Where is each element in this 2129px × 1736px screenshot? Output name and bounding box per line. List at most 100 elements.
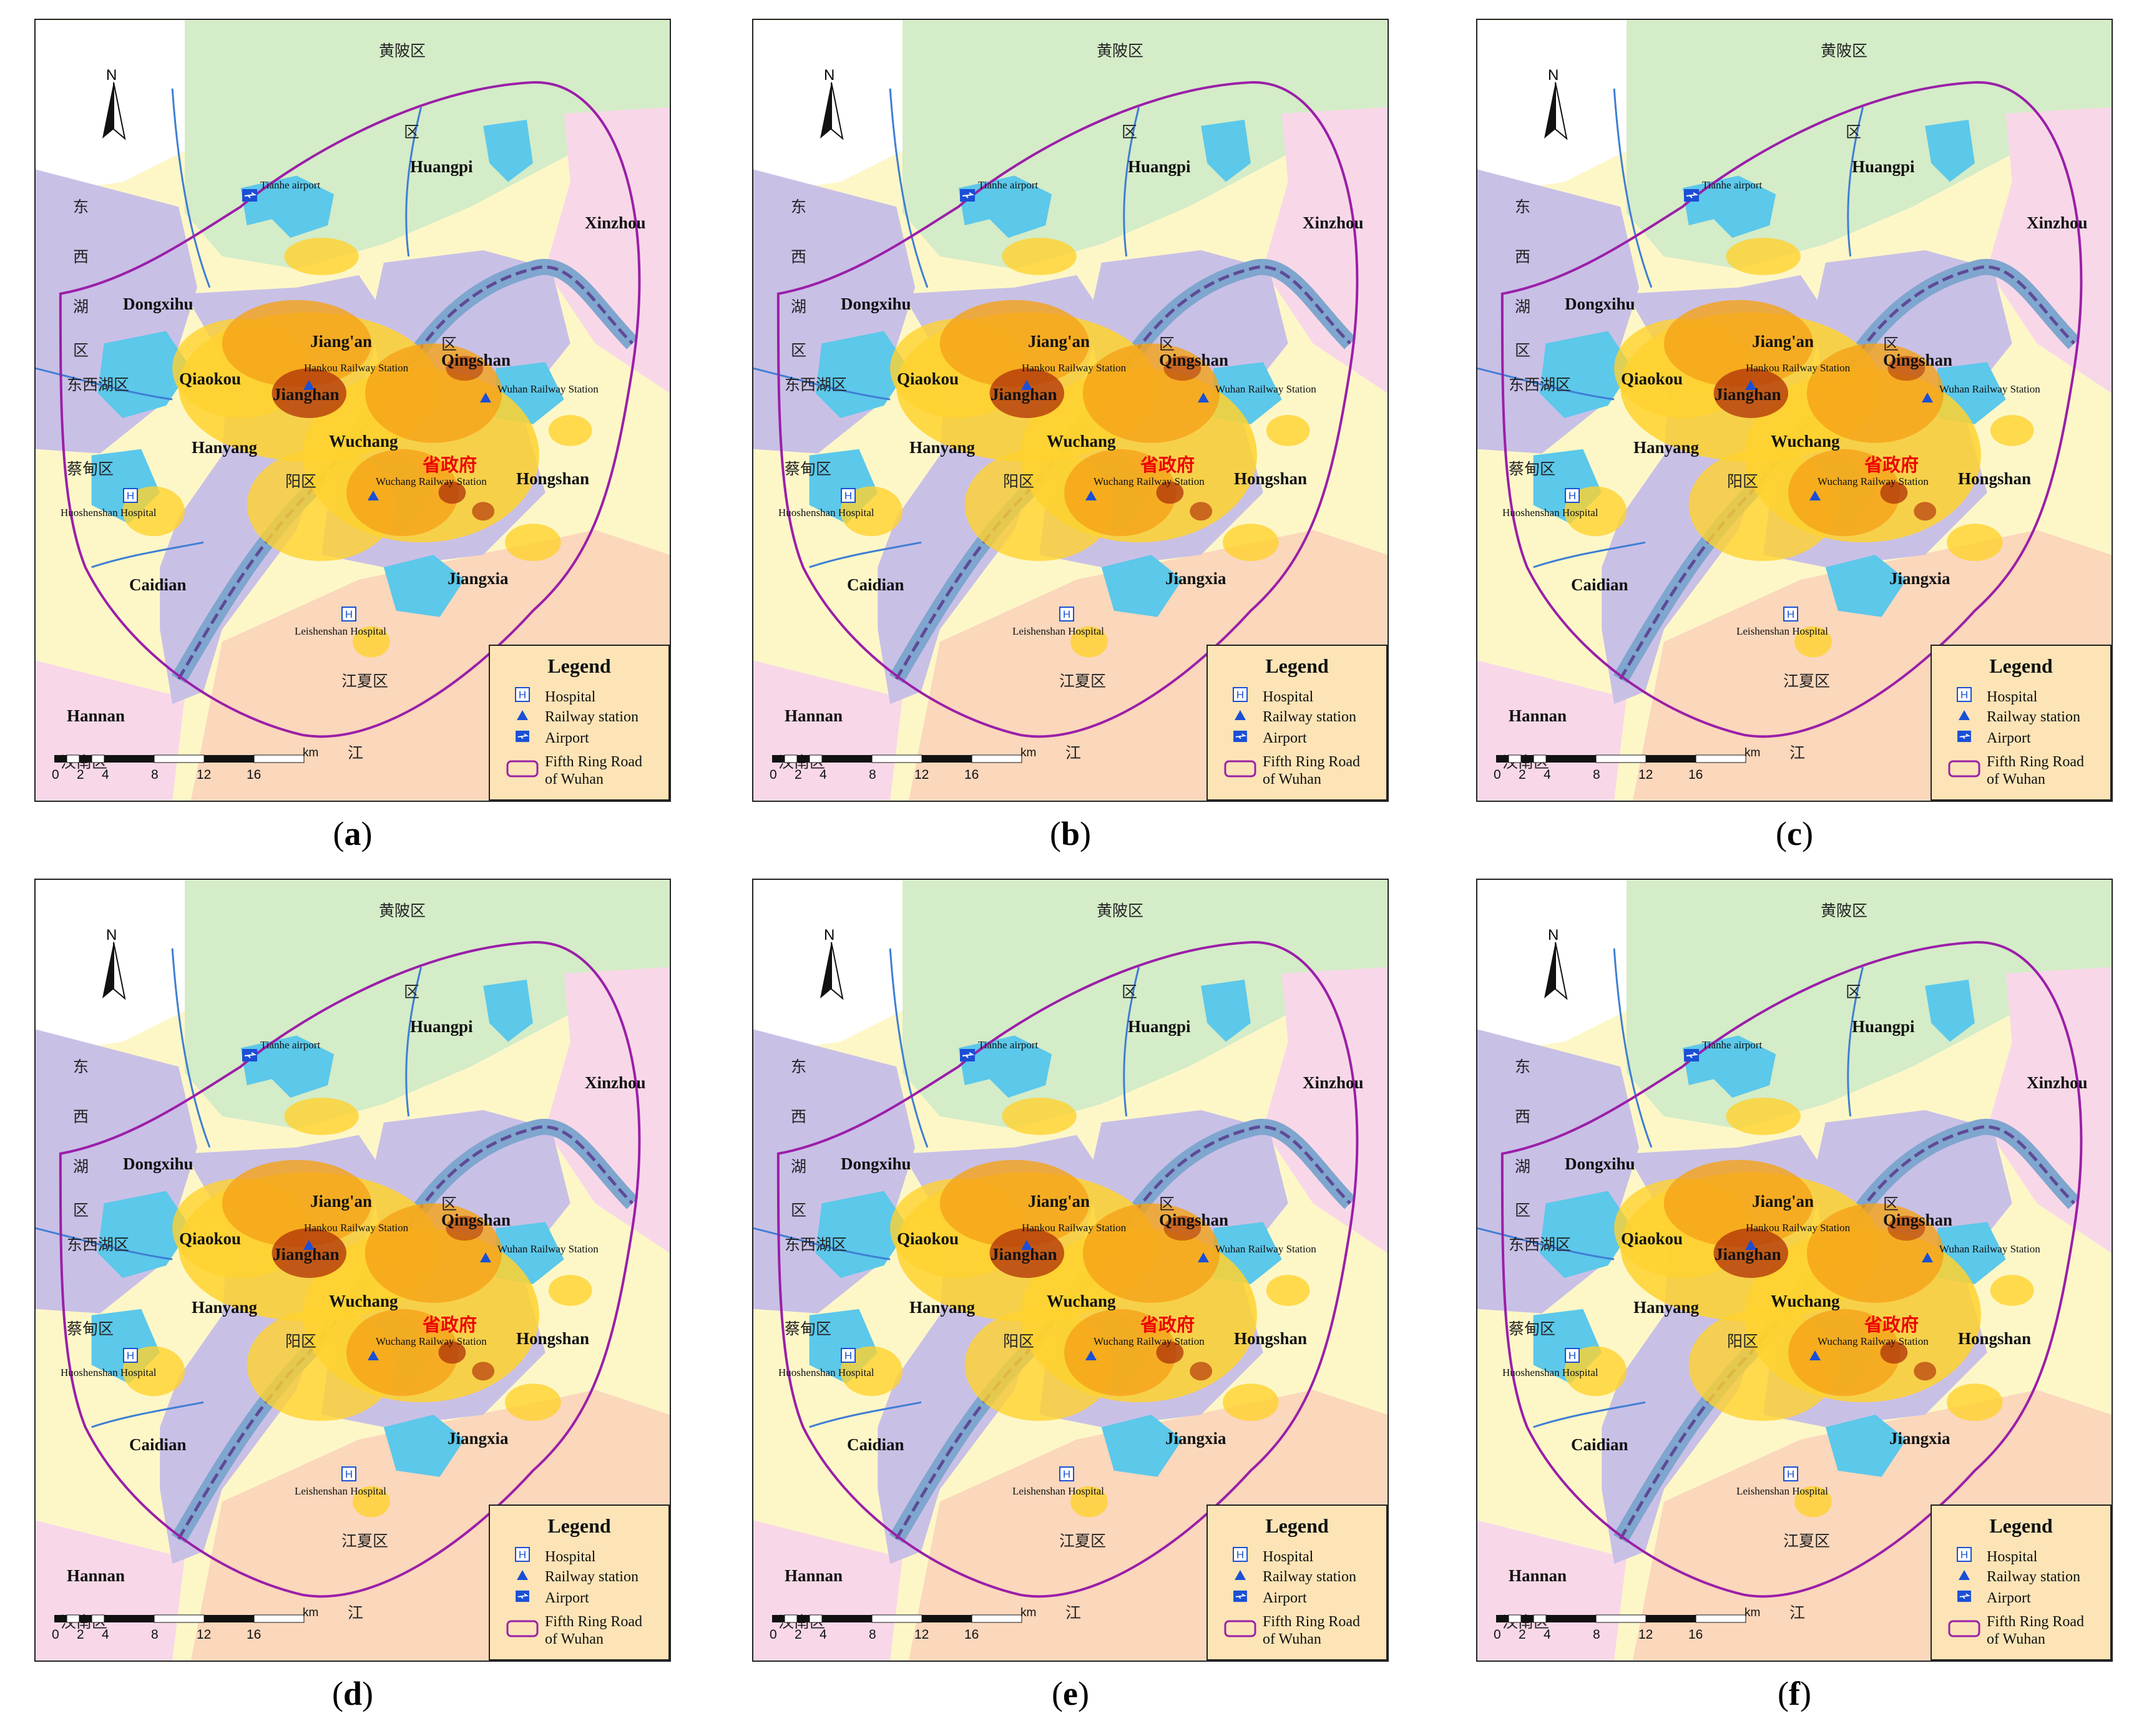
railway-station-icon — [1922, 1252, 1933, 1262]
cn-label: 区 — [1515, 341, 1531, 359]
lake — [815, 1191, 909, 1278]
poi-label-hankou: Hankou Railway Station — [304, 362, 409, 374]
map-panel-b: N Huangpi Xinzhou Dongxihu Jiang'an Qiao… — [752, 19, 1389, 802]
lake — [240, 175, 335, 238]
lake — [97, 331, 192, 418]
legend-label-ring-2: of Wuhan — [1263, 771, 1321, 788]
scale-tick: 4 — [102, 1627, 109, 1642]
railway-station-icon — [1922, 393, 1933, 402]
legend-label-airport: Airport — [545, 1590, 589, 1607]
river — [889, 948, 929, 1148]
svg-text:H: H — [1236, 1549, 1244, 1561]
district-label-wuchang: Wuchang — [1771, 432, 1840, 451]
cn-label: 西 — [1515, 248, 1531, 266]
poi-label-leishenshan: Leishenshan Hospital — [1012, 1485, 1104, 1497]
panel-label-open: ( — [1052, 1675, 1064, 1712]
district-label-hanyang: Hanyang — [192, 438, 258, 457]
legend-label-railway: Railway station — [1987, 709, 2080, 726]
district-label-jiangan: Jiang'an — [1752, 1192, 1814, 1211]
north-arrow-icon — [102, 82, 126, 140]
legend-item-airport: Airport — [1221, 1589, 1307, 1607]
legend-label-ring-1: Fifth Ring Road — [1263, 754, 1361, 770]
cn-label: 湖 — [791, 298, 807, 316]
district-label-qiaokou: Qiaokou — [1621, 1229, 1683, 1248]
airport-icon — [242, 189, 257, 202]
cn-label: 东 — [73, 1058, 89, 1076]
district-label-jiangan: Jiang'an — [310, 332, 373, 351]
cn-label: 区 — [404, 123, 420, 141]
railway-station-icon — [368, 1350, 379, 1360]
base-map — [36, 880, 670, 1660]
district-label-wuchang: Wuchang — [1047, 432, 1116, 451]
poi-label-huoshenshan: Huoshenshan Hospital — [778, 1367, 874, 1378]
cn-label: 区 — [441, 1195, 458, 1213]
railway-station-icon — [1198, 393, 1209, 402]
scale-unit: km — [1020, 1606, 1037, 1619]
legend-label-ring-1: Fifth Ring Road — [1987, 754, 2085, 770]
river — [1613, 88, 1653, 288]
cn-label: 阳区 — [1727, 472, 1759, 490]
panel-label-open: ( — [1778, 1675, 1789, 1712]
poi-label-wuhan-rs: Wuhan Railway Station — [1215, 383, 1316, 395]
river — [36, 1227, 173, 1261]
district-label-hannan: Hannan — [785, 706, 843, 725]
poi-label-leishenshan: Leishenshan Hospital — [1736, 625, 1828, 637]
legend-label-ring-2: of Wuhan — [545, 1631, 604, 1647]
panel-label-open: ( — [331, 1675, 343, 1712]
cn-label: 西 — [1515, 1108, 1531, 1126]
scale-tick: 2 — [77, 768, 84, 782]
poi-label-wuhan-rs: Wuhan Railway Station — [497, 1243, 599, 1255]
legend-title: Legend — [1989, 1514, 2053, 1537]
cn-label: 阳区 — [1003, 472, 1035, 490]
legend-label-railway: Railway station — [545, 709, 639, 726]
hospital-icon: H — [1233, 1547, 1248, 1562]
scale-tick: 4 — [1544, 1627, 1551, 1642]
cn-label: 东西湖区 — [1509, 376, 1572, 394]
airport-icon — [1684, 189, 1699, 202]
panel-label-close: ) — [1080, 815, 1091, 852]
poi-label-huoshenshan: Huoshenshan Hospital — [61, 1367, 157, 1378]
scale-bar: km 0 2 4 8 12 16 — [770, 1606, 1036, 1651]
scale-unit: km — [303, 746, 319, 759]
legend-label-ring-2: of Wuhan — [545, 771, 604, 788]
poi-label-airport: Tianhe airport — [978, 179, 1039, 191]
airport-icon — [242, 1049, 257, 1061]
hospital-icon: H — [1957, 687, 1972, 702]
legend-item-hospital: H Hospital — [1945, 1547, 2037, 1566]
cn-label: 江 — [1065, 1604, 1082, 1622]
district-label-dongxihu: Dongxihu — [1565, 295, 1635, 313]
railway-station-icon — [303, 1240, 315, 1250]
poi-label-leishenshan: Leishenshan Hospital — [1736, 1485, 1828, 1497]
legend: Legend H Hospital Railway station Airpor… — [489, 645, 670, 801]
district-label-qingshan: Qingshan — [441, 1211, 511, 1229]
cn-label: 区 — [1515, 1201, 1531, 1219]
district-label-hongshan: Hongshan — [516, 1329, 590, 1348]
airport-icon — [1233, 1590, 1247, 1602]
district-label-dongxihu: Dongxihu — [123, 1154, 193, 1173]
district-label-hannan: Hannan — [67, 1566, 125, 1585]
cn-label: 江 — [1065, 744, 1082, 762]
svg-text:H: H — [1960, 1549, 1968, 1561]
district-label-huangpi: Huangpi — [410, 157, 473, 176]
district-label-caidian: Caidian — [129, 575, 187, 594]
cn-label: 区 — [1159, 1195, 1175, 1213]
lake — [97, 1191, 192, 1278]
scale-unit: km — [303, 1606, 319, 1619]
cn-label: 西 — [791, 1108, 807, 1126]
panel-label-letter: b — [1060, 815, 1080, 852]
legend-item-airport: Airport — [504, 1589, 589, 1607]
district-label-hanyang: Hanyang — [192, 1298, 258, 1317]
legend-label-airport: Airport — [1987, 1590, 2031, 1607]
airport-icon — [516, 730, 529, 743]
fifth-ring-road — [776, 941, 1359, 1598]
density-layer — [840, 1098, 1310, 1518]
map-panel-a: N Huangpi Xinzhou Dongxihu Jiang'an Qiao… — [34, 19, 671, 802]
district-label-wuchang: Wuchang — [1771, 1292, 1840, 1310]
poi-label-hankou: Hankou Railway Station — [1022, 1222, 1127, 1234]
panel-label-open: ( — [333, 815, 345, 852]
district-label-huangpi: Huangpi — [1852, 1017, 1915, 1036]
scale-tick: 12 — [1638, 768, 1653, 782]
panel-label-letter: e — [1063, 1675, 1078, 1712]
scale-bar-graphic — [772, 754, 1022, 763]
legend-item-railway: Railway station — [1221, 708, 1356, 726]
